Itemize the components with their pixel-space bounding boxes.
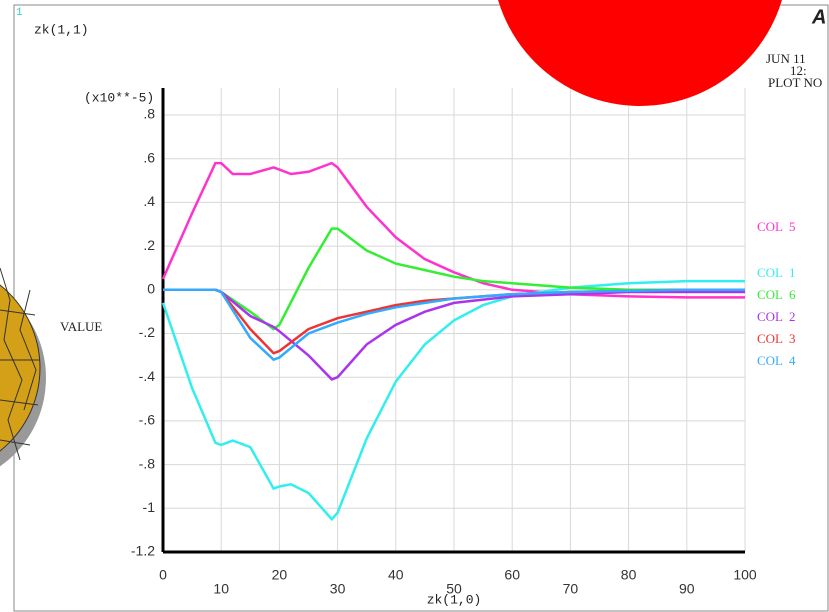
logo: A bbox=[811, 6, 826, 28]
x-tick-label: 90 bbox=[679, 581, 695, 597]
red-circle bbox=[492, 0, 788, 106]
chart: 1 zk(1,1) (x10**-5) VALUE zk(1,0) JUN 11… bbox=[0, 0, 829, 612]
x-tick-label: 80 bbox=[621, 567, 637, 583]
corner-label: 1 bbox=[16, 7, 23, 19]
y-tick-label: -.6 bbox=[139, 412, 156, 428]
mesh-thumbnail bbox=[0, 262, 46, 486]
y-tick-label: -1.2 bbox=[131, 543, 155, 559]
x-tick-label: 30 bbox=[330, 581, 346, 597]
legend-label: COL 5 bbox=[757, 219, 796, 234]
x-tick-label: 10 bbox=[213, 581, 229, 597]
y-tick-label: -.8 bbox=[139, 455, 156, 471]
legend-label: COL 3 bbox=[757, 331, 796, 346]
y-tick-label: -1 bbox=[143, 499, 156, 515]
x-tick-label: 60 bbox=[504, 567, 520, 583]
y-tick-label: .2 bbox=[143, 237, 155, 253]
legend-label: COL 4 bbox=[757, 353, 796, 368]
x-tick-label: 70 bbox=[563, 581, 579, 597]
chart-title: zk(1,1) bbox=[34, 22, 89, 37]
y-multiplier: (x10**-5) bbox=[84, 90, 154, 105]
legend-label: COL 2 bbox=[757, 309, 796, 324]
y-tick-label: .8 bbox=[143, 106, 155, 122]
y-tick-label: .6 bbox=[143, 149, 155, 165]
x-tick-label: 40 bbox=[388, 567, 404, 583]
y-tick-label: .4 bbox=[143, 193, 155, 209]
x-tick-label: 100 bbox=[733, 567, 757, 583]
x-tick-label: 20 bbox=[272, 567, 288, 583]
legend-label: COL 1 bbox=[757, 265, 796, 280]
y-tick-label: 0 bbox=[147, 281, 155, 297]
plot-number: PLOT NO bbox=[768, 75, 822, 90]
y-axis-label: VALUE bbox=[60, 319, 102, 334]
y-tick-label: -.2 bbox=[139, 324, 156, 340]
legend-label: COL 6 bbox=[757, 287, 796, 302]
x-tick-label: 0 bbox=[159, 567, 167, 583]
plot-area: 0 10 20 30 40 50 60 70 80 90 100 .8 .6 .4 .2 0 -.2 -.4 -.6… bbox=[131, 88, 757, 597]
y-tick-label: -.4 bbox=[139, 368, 156, 384]
x-tick-label: 50 bbox=[446, 581, 462, 597]
